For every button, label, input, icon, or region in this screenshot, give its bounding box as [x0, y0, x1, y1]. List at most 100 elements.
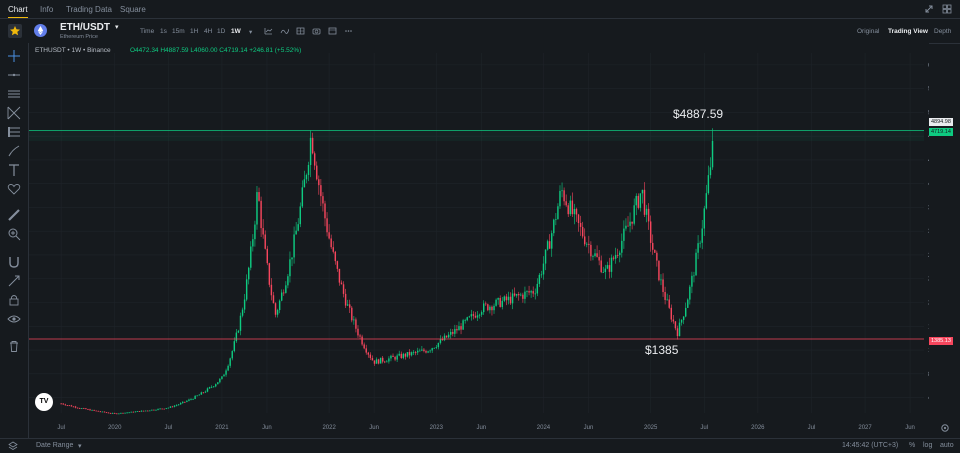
pitchfork-icon[interactable]	[7, 106, 21, 120]
candle-body	[532, 291, 534, 294]
ohlc-readout: O4472.34 H4887.59 L4060.00 C4719.14 +246…	[130, 47, 302, 54]
layers-icon[interactable]	[8, 441, 18, 451]
lock-icon[interactable]	[7, 293, 21, 307]
parallel-lines-icon[interactable]	[7, 87, 21, 101]
camera-icon[interactable]	[312, 27, 321, 35]
candle-body	[664, 292, 666, 300]
view-original[interactable]: Original	[857, 28, 880, 35]
candle-body	[111, 413, 114, 414]
candle-body	[328, 232, 330, 239]
timeframe-1w[interactable]: 1W	[231, 28, 241, 35]
eye-icon[interactable]	[7, 312, 21, 326]
candle-body	[528, 291, 530, 293]
horizontal-line-icon[interactable]	[7, 68, 21, 82]
price-tick-label: 5200.00	[928, 110, 929, 116]
chart-settings-gear-icon[interactable]	[940, 423, 950, 433]
candle-body	[202, 392, 205, 394]
brush-icon[interactable]	[7, 144, 21, 158]
candle-body	[266, 248, 269, 264]
template-icon[interactable]	[328, 27, 337, 35]
chart-canvas[interactable]: 400.00 800.00 1200.00 1600.00 2000.00 2400.00…	[29, 43, 929, 438]
candle-body	[299, 206, 301, 225]
tab-trading-data[interactable]: Trading Data	[66, 5, 112, 14]
percent-toggle[interactable]: %	[909, 442, 916, 449]
more-options-icon[interactable]	[344, 27, 353, 35]
collapse-icon[interactable]	[924, 4, 934, 14]
log-toggle[interactable]: log	[923, 442, 933, 449]
timeframe-1s[interactable]: 1s	[160, 28, 167, 35]
magnet-icon[interactable]	[7, 255, 21, 269]
candle-body	[258, 192, 260, 201]
tab-chart[interactable]: Chart	[8, 5, 28, 18]
time-tick-label: Jul	[57, 425, 65, 431]
timeframe-dropdown-icon[interactable]: ▾	[249, 29, 253, 36]
candle-body	[619, 252, 621, 256]
candle-body	[631, 221, 633, 224]
candle-body	[149, 410, 151, 412]
candle-body	[177, 404, 180, 406]
bottom-bar: Date Range ▾ 14:45:42 (UTC+3) % log auto	[0, 438, 960, 453]
candle-body	[227, 365, 229, 371]
candle-body	[425, 351, 427, 353]
candle-body	[289, 259, 291, 277]
timeframe-1d[interactable]: 1D	[217, 28, 226, 35]
date-range-button[interactable]: Date Range	[36, 442, 74, 449]
stay-drawing-icon[interactable]	[7, 274, 21, 288]
layout-grid-icon[interactable]	[942, 4, 952, 14]
candle-body	[423, 349, 425, 352]
candles	[60, 128, 714, 415]
ethereum-logo-icon	[34, 24, 47, 37]
candle-body	[219, 378, 221, 383]
crosshair-icon[interactable]	[7, 49, 21, 63]
candle-body	[509, 296, 512, 304]
candle-body	[482, 303, 485, 313]
candle-body	[305, 174, 308, 180]
timeframe-15m[interactable]: 15m	[172, 28, 185, 35]
chart-type-icon[interactable]	[264, 27, 273, 35]
candle-body	[361, 336, 363, 345]
settings-grid-icon[interactable]	[296, 27, 305, 35]
view-depth[interactable]: Depth	[934, 28, 952, 35]
timeframe-time[interactable]: Time	[140, 28, 155, 35]
candle-body	[668, 299, 670, 308]
text-tool-icon[interactable]	[7, 163, 21, 177]
candle-body	[138, 411, 141, 412]
symbol-dropdown-icon[interactable]: ▾	[115, 24, 119, 31]
candle-body	[693, 275, 695, 277]
view-trading-view[interactable]: Trading View	[888, 28, 928, 35]
time-tick-label: Jun	[584, 425, 594, 431]
auto-toggle[interactable]: auto	[940, 442, 954, 449]
symbol-title[interactable]: ETH/USDT	[60, 22, 110, 33]
candle-body	[215, 384, 217, 387]
candle-body	[466, 317, 468, 321]
candle-body	[505, 296, 508, 301]
price-tick-label: 4000.00	[928, 182, 929, 188]
candle-body	[404, 353, 407, 357]
candle-body	[107, 412, 110, 414]
fib-retracement-icon[interactable]	[7, 125, 21, 139]
candle-body	[192, 398, 194, 400]
favorite-star-icon[interactable]	[8, 24, 22, 38]
candle-body	[581, 226, 584, 237]
ruler-icon[interactable]	[7, 208, 21, 222]
tab-square[interactable]: Square	[120, 5, 146, 14]
price-axis: 400.00 800.00 1200.00 1600.00 2000.00 2400.00…	[928, 63, 929, 402]
price-chart[interactable]: ETHUSDT • 1W • Binance O4472.34 H4887.59…	[29, 43, 953, 438]
tab-info[interactable]: Info	[40, 5, 54, 14]
candle-body	[225, 370, 227, 375]
date-range-dropdown-icon[interactable]: ▾	[78, 443, 82, 450]
trash-icon[interactable]	[7, 339, 21, 353]
clock-readout[interactable]: 14:45:42 (UTC+3)	[842, 442, 899, 449]
heart-icon[interactable]	[7, 182, 21, 196]
candle-body	[456, 329, 458, 331]
candle-body	[85, 408, 87, 410]
candle-body	[503, 296, 506, 301]
timeframe-1h[interactable]: 1H	[190, 28, 199, 35]
zoom-in-icon[interactable]	[7, 227, 21, 241]
candle-body	[147, 410, 149, 412]
candle-body	[660, 279, 662, 281]
candle-body	[406, 352, 409, 357]
candle-body	[563, 190, 565, 202]
indicators-icon[interactable]	[280, 27, 289, 35]
timeframe-4h[interactable]: 4H	[204, 28, 213, 35]
